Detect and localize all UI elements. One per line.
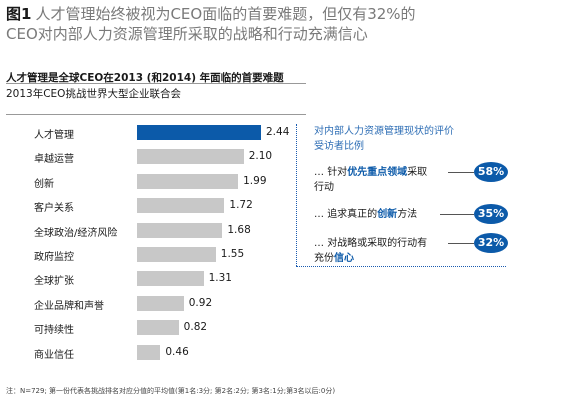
bar-value-label: 2.44 bbox=[266, 126, 290, 138]
panel-title-line-1: 对内部人力资源管理现状的评价 bbox=[314, 126, 454, 137]
panel-title-line-2: 受访者比例 bbox=[314, 141, 364, 152]
category-label: 卓越运营 bbox=[34, 154, 74, 166]
chart-top-rule bbox=[6, 114, 306, 115]
percent-badge-2: 35% bbox=[474, 204, 508, 224]
bar bbox=[137, 344, 161, 360]
statement-confidence: … 对战略或采取的行动有 充份信心 bbox=[314, 238, 428, 264]
statement-priority-action: … 针对优先重点领域采取 行动 bbox=[314, 167, 428, 193]
connector-2 bbox=[440, 214, 474, 215]
connector-3 bbox=[448, 243, 474, 244]
bar-value-label: 1.68 bbox=[227, 223, 251, 236]
panel-title: 对内部人力资源管理现状的评价 受访者比例 bbox=[314, 124, 454, 154]
statement-2-highlight: 创新 bbox=[377, 209, 398, 220]
statement-2-post: 方法 bbox=[397, 209, 418, 220]
category-label: 商业信任 bbox=[34, 349, 74, 361]
figure-header: 图1 人才管理始终被视为CEO面临的首要难题，但仅有32%的 CEO对内部人力资源… bbox=[6, 4, 558, 44]
panel-bracket-vertical bbox=[296, 124, 297, 266]
percent-badge-1: 58% bbox=[474, 162, 508, 182]
bar-value-label: 1.31 bbox=[208, 272, 232, 285]
chart-subtitle: 2013年CEO挑战世界大型企业联合会 bbox=[6, 88, 181, 100]
bar-value-label: 2.10 bbox=[248, 150, 273, 163]
statement-innovation: … 追求真正的创新方法 bbox=[314, 209, 418, 220]
category-label: 政府监控 bbox=[34, 252, 74, 263]
statement-2-pre: 追求真正的 bbox=[327, 209, 378, 220]
category-label: 全球政治/经济风险 bbox=[34, 227, 118, 239]
category-label: 人才管理 bbox=[34, 130, 74, 141]
bar bbox=[137, 173, 239, 189]
bar bbox=[137, 198, 225, 214]
bar bbox=[137, 125, 261, 140]
bar bbox=[137, 295, 184, 311]
connector-1 bbox=[448, 172, 474, 173]
header-line-2: CEO对内部人力资源管理所采取的战略和行动充满信心 bbox=[6, 25, 368, 43]
bar-value-label: 1.72 bbox=[229, 199, 253, 212]
bar-value-label: 0.46 bbox=[165, 345, 189, 358]
category-label: 可持续性 bbox=[34, 325, 74, 337]
statement-1-highlight: 优先重点领域 bbox=[347, 167, 408, 178]
statement-3-pre: 对战略或采取的行动有 bbox=[327, 238, 428, 249]
statement-3-line-2: 充份 bbox=[314, 253, 334, 264]
bar-value-label: 1.99 bbox=[243, 174, 267, 187]
statement-3-highlight: 信心 bbox=[334, 253, 354, 264]
category-label: 客户关系 bbox=[34, 203, 74, 215]
statement-1-post: 采取 bbox=[407, 167, 428, 178]
category-label: 全球扩张 bbox=[34, 276, 74, 288]
title-rule bbox=[6, 83, 306, 84]
chart-title: 人才管理是全球CEO在2013 (和2014) 年面临的首要难题 bbox=[6, 72, 284, 84]
bar-value-label: 0.82 bbox=[183, 321, 208, 334]
figure-label: 图1 bbox=[6, 5, 32, 23]
panel-bracket-bottom bbox=[296, 266, 506, 267]
bar-value-label: 1.55 bbox=[220, 248, 245, 260]
statement-1-pre: 针对 bbox=[327, 167, 348, 178]
bar-value-label: 0.92 bbox=[188, 296, 213, 309]
category-label: 创新 bbox=[34, 178, 54, 190]
bar bbox=[137, 271, 204, 287]
bar bbox=[137, 149, 244, 165]
footnote: 注：N=729; 第一份代表各挑战排名对应分值的平均值(第1名:3分; 第2名:… bbox=[6, 387, 336, 395]
bar bbox=[137, 320, 179, 336]
bar bbox=[137, 247, 216, 262]
statement-1-line-2: 行动 bbox=[314, 182, 334, 193]
bar bbox=[137, 222, 223, 238]
percent-badge-3: 32% bbox=[474, 233, 508, 253]
category-label: 企业品牌和声誉 bbox=[34, 300, 104, 312]
header-line-1: 人才管理始终被视为CEO面临的首要难题，但仅有32%的 bbox=[35, 5, 416, 23]
